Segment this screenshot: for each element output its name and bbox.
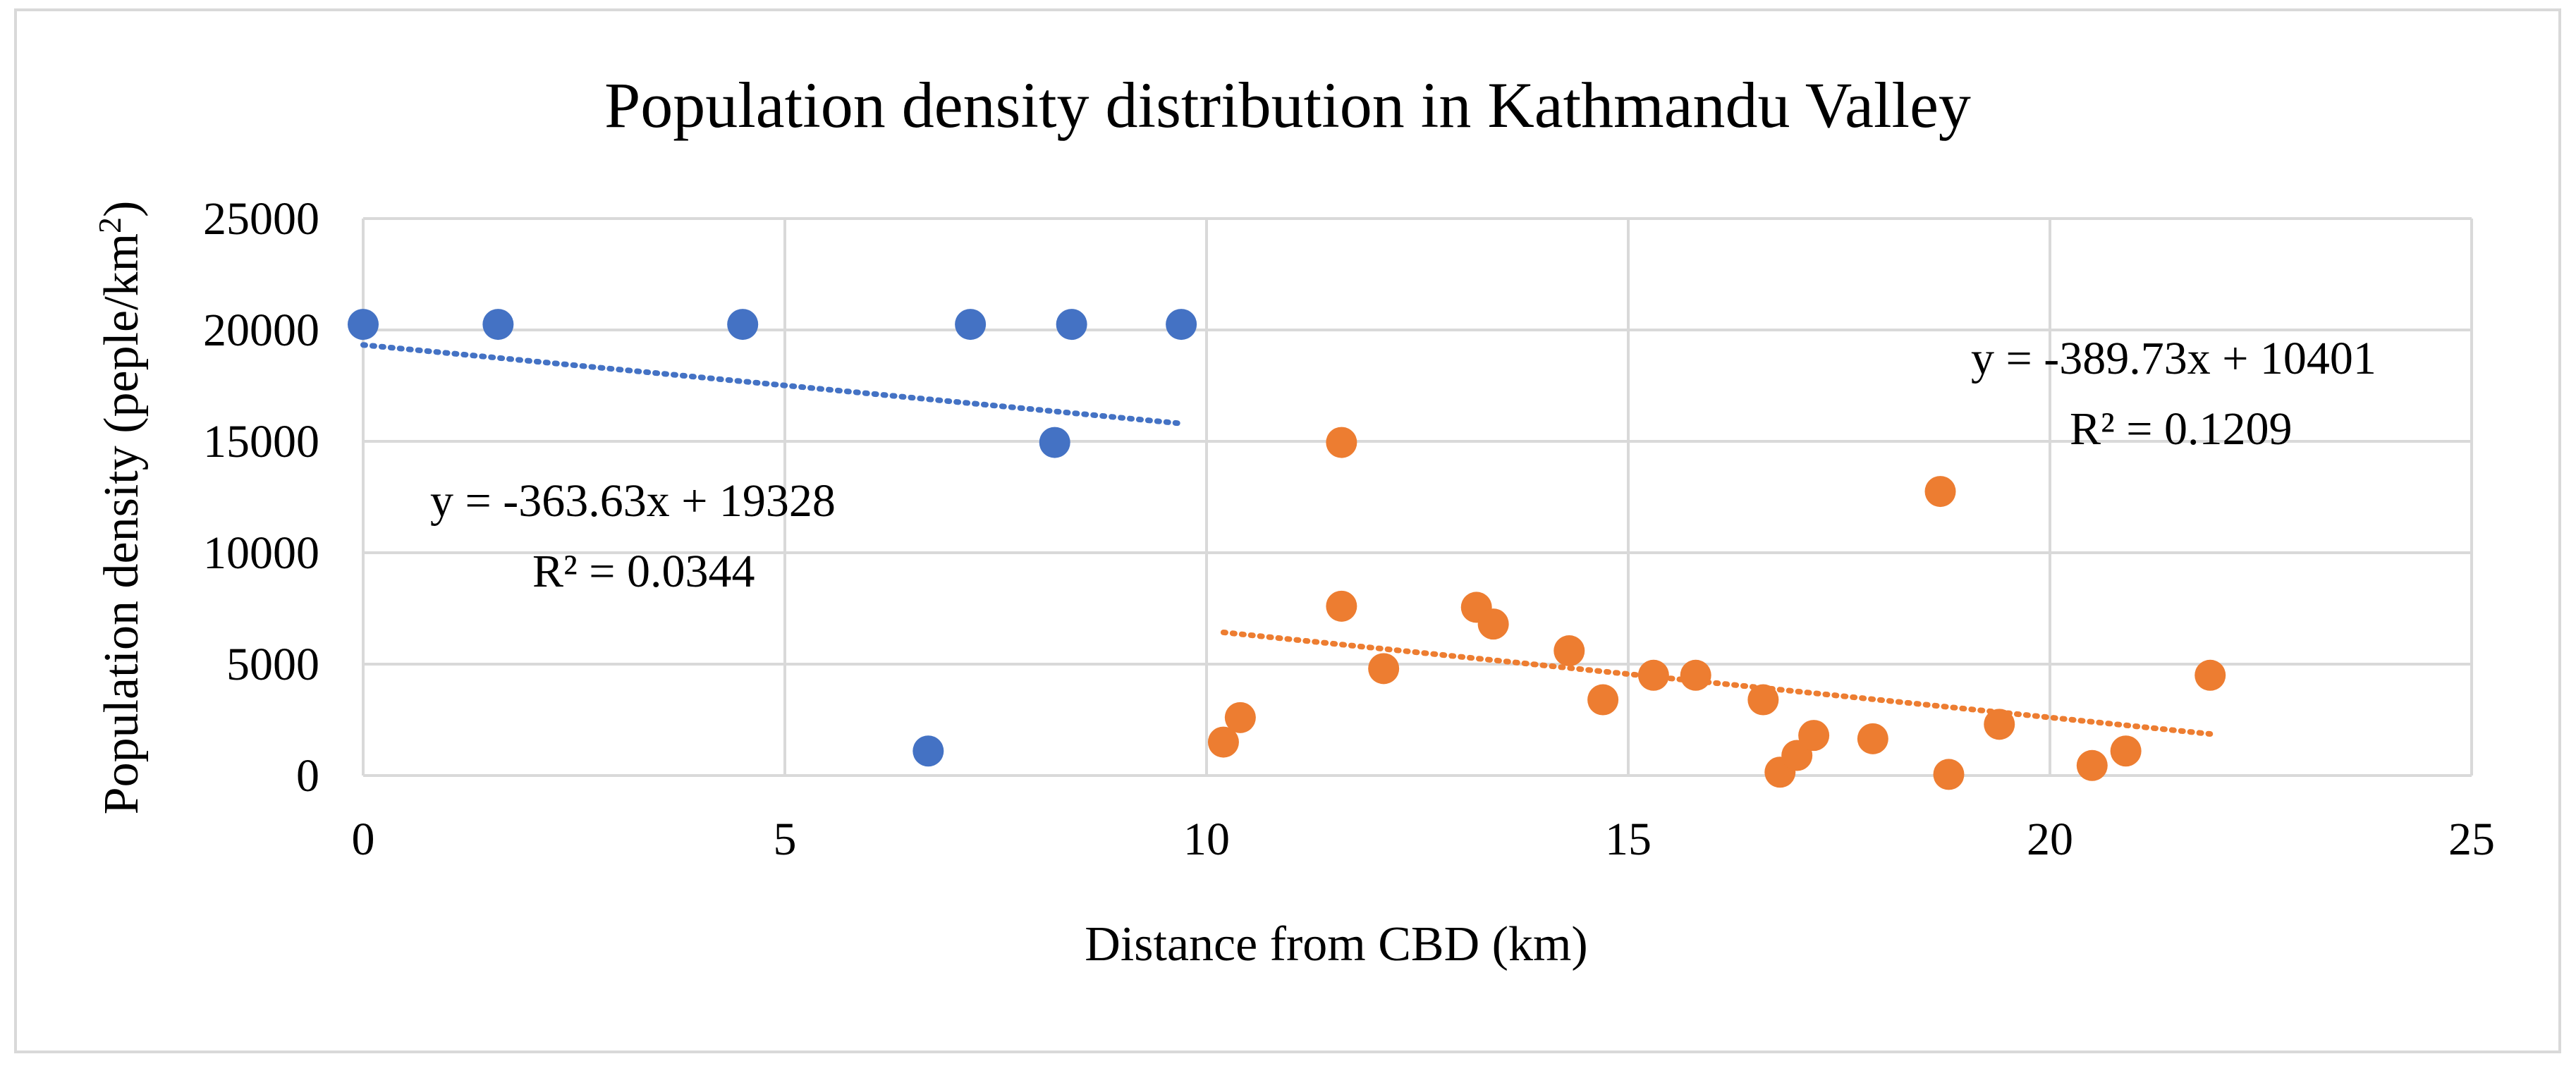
- series2-point: [1587, 684, 1619, 716]
- chart-title: Population density distribution in Kathm…: [604, 69, 1971, 141]
- series1-point: [348, 309, 379, 341]
- series2-point: [1984, 709, 2015, 740]
- x-tick-label: 15: [1605, 814, 1652, 865]
- y-tick-label: 0: [296, 750, 319, 802]
- x-tick-label: 25: [2448, 814, 2495, 865]
- series2-point: [1326, 427, 1357, 458]
- y-tick-label: 5000: [226, 639, 319, 690]
- series2-point: [1798, 720, 1830, 752]
- series1-point: [1039, 427, 1070, 458]
- series2-point: [1326, 590, 1357, 622]
- y-tick-label: 10000: [203, 527, 319, 579]
- series2-point: [1207, 726, 1239, 758]
- series1-point: [1166, 309, 1197, 341]
- series2-point: [1637, 659, 1669, 691]
- grid-layer: [362, 217, 2473, 777]
- series2-point: [1680, 659, 1711, 691]
- y-tick-label: 25000: [203, 193, 319, 245]
- series2-r2: R² = 0.1209: [2070, 403, 2293, 455]
- series1-equation: y = -363.63x + 19328: [430, 475, 836, 527]
- y-axis-title-close: ): [94, 201, 149, 217]
- series1-point: [1056, 309, 1087, 341]
- y-axis-title-superscript: 2: [92, 217, 128, 233]
- series2-point: [1857, 723, 1888, 754]
- x-tick-label: 5: [774, 814, 797, 865]
- x-axis-title: Distance from CBD (km): [1085, 917, 1587, 972]
- series2-point: [1924, 476, 1956, 508]
- y-tick-label: 15000: [203, 416, 319, 467]
- x-tick-label: 10: [1183, 814, 1230, 865]
- point-layer: [348, 309, 2226, 790]
- chart-frame: [14, 8, 2561, 1053]
- series2-point: [2076, 749, 2108, 781]
- series2-point: [2195, 659, 2226, 691]
- series1-point: [912, 735, 944, 767]
- x-tick-label: 20: [2027, 814, 2073, 865]
- axis-layer: 0 5000 10000 15000 20000 25000 0 5 10 15 20 25: [203, 193, 2495, 865]
- series1-point: [955, 309, 987, 341]
- series2-point: [1224, 702, 1256, 733]
- series1-point: [482, 309, 514, 341]
- y-tick-label: 20000: [203, 305, 319, 356]
- series2-point: [1477, 608, 1509, 640]
- series2-point: [1553, 635, 1585, 667]
- series2-trendline: [1220, 629, 2214, 737]
- trendline-layer: [360, 342, 2214, 737]
- series1-point: [727, 309, 759, 341]
- series2-point: [1368, 653, 1400, 685]
- series2-point: [2110, 735, 2142, 767]
- series1-trendline: [360, 342, 1185, 427]
- series2-point: [1933, 759, 1965, 790]
- y-axis-title-main: Population density (peple/km: [94, 233, 149, 814]
- series2-equation: y = -389.73x + 10401: [1971, 333, 2376, 384]
- series2-point: [1747, 684, 1779, 716]
- series1-r2: R² = 0.0344: [532, 546, 755, 597]
- x-tick-label: 0: [352, 814, 375, 865]
- y-axis-title: Population density (peple/km2): [92, 201, 149, 815]
